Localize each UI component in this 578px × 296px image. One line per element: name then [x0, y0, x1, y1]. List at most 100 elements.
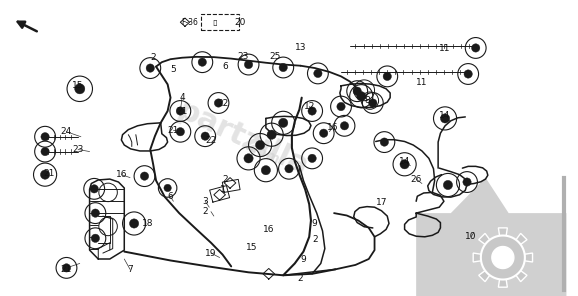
Text: 2: 2 — [202, 207, 208, 216]
Text: 21: 21 — [61, 265, 72, 274]
Text: 21: 21 — [176, 107, 188, 115]
Text: 23: 23 — [72, 145, 84, 154]
Circle shape — [198, 58, 206, 66]
Text: 11: 11 — [439, 44, 451, 53]
Text: 8: 8 — [364, 96, 370, 105]
Text: 4: 4 — [179, 93, 185, 102]
Text: 3: 3 — [202, 197, 208, 206]
Polygon shape — [481, 236, 525, 279]
Text: 19: 19 — [205, 249, 217, 258]
Circle shape — [285, 165, 293, 173]
Circle shape — [41, 133, 49, 141]
Circle shape — [261, 165, 271, 175]
Text: 6: 6 — [168, 192, 173, 201]
Circle shape — [464, 70, 472, 78]
Text: 2: 2 — [312, 235, 318, 244]
Polygon shape — [516, 233, 527, 244]
Text: 13: 13 — [295, 43, 306, 52]
Text: 7: 7 — [127, 265, 133, 274]
Polygon shape — [498, 228, 507, 236]
Circle shape — [472, 44, 480, 52]
Text: 14: 14 — [439, 111, 451, 120]
Circle shape — [176, 107, 184, 115]
Circle shape — [400, 160, 409, 169]
Circle shape — [320, 129, 328, 137]
Circle shape — [443, 180, 453, 190]
Circle shape — [244, 154, 253, 163]
Circle shape — [353, 87, 361, 95]
Text: 26: 26 — [410, 175, 422, 184]
Text: 21: 21 — [168, 126, 179, 135]
Circle shape — [129, 219, 139, 228]
Circle shape — [90, 185, 98, 193]
Circle shape — [383, 72, 391, 81]
Text: 2: 2 — [298, 274, 303, 283]
Circle shape — [314, 69, 322, 78]
Circle shape — [267, 130, 276, 139]
Circle shape — [340, 122, 349, 130]
Circle shape — [41, 147, 49, 156]
Circle shape — [337, 102, 345, 111]
Text: 9: 9 — [301, 255, 306, 263]
Text: 23: 23 — [237, 52, 249, 61]
Polygon shape — [516, 271, 527, 282]
Circle shape — [244, 60, 253, 69]
Circle shape — [255, 140, 265, 150]
Polygon shape — [473, 253, 481, 262]
Circle shape — [40, 170, 50, 179]
Polygon shape — [525, 253, 532, 262]
Circle shape — [380, 138, 388, 146]
Circle shape — [279, 63, 287, 72]
Text: 18: 18 — [142, 219, 153, 228]
Polygon shape — [492, 247, 514, 268]
Circle shape — [308, 107, 316, 115]
Text: 22: 22 — [205, 136, 217, 145]
Text: 9: 9 — [311, 219, 317, 228]
Text: 2: 2 — [223, 175, 228, 184]
Text: 24: 24 — [61, 127, 72, 136]
Circle shape — [440, 114, 450, 123]
Circle shape — [308, 154, 316, 163]
Text: 17: 17 — [376, 198, 387, 207]
Circle shape — [91, 234, 99, 242]
Circle shape — [463, 178, 471, 186]
Circle shape — [75, 84, 85, 94]
Circle shape — [369, 99, 377, 107]
Circle shape — [201, 132, 209, 140]
Text: 10: 10 — [465, 232, 477, 241]
Circle shape — [176, 128, 184, 136]
Text: 20: 20 — [234, 18, 246, 27]
Text: 15: 15 — [72, 81, 84, 90]
Circle shape — [91, 209, 99, 217]
Text: 16: 16 — [327, 123, 338, 132]
Circle shape — [146, 64, 154, 72]
Text: 14: 14 — [399, 157, 410, 166]
Text: partzilla: partzilla — [172, 96, 313, 182]
Text: 6: 6 — [223, 62, 228, 71]
Circle shape — [357, 91, 366, 101]
Text: 21: 21 — [43, 169, 55, 178]
Text: 12: 12 — [303, 102, 315, 111]
Polygon shape — [498, 279, 507, 287]
Text: 16: 16 — [116, 170, 127, 179]
Text: 15: 15 — [246, 243, 257, 252]
Text: ▯: ▯ — [213, 18, 217, 27]
Text: 1: 1 — [220, 185, 225, 194]
Text: F-36: F-36 — [181, 18, 198, 27]
Bar — [201, 14, 239, 30]
Circle shape — [279, 118, 288, 128]
Text: 16: 16 — [263, 225, 275, 234]
Polygon shape — [416, 178, 566, 296]
Text: 5: 5 — [171, 65, 176, 74]
Polygon shape — [479, 233, 490, 244]
Circle shape — [62, 264, 71, 272]
Text: 22: 22 — [217, 99, 228, 108]
Text: 2: 2 — [150, 53, 156, 62]
Text: 11: 11 — [416, 78, 428, 87]
Text: .com: .com — [243, 139, 283, 168]
Polygon shape — [479, 271, 490, 282]
Text: 25: 25 — [269, 52, 280, 61]
Circle shape — [164, 184, 171, 192]
Circle shape — [140, 172, 149, 180]
Circle shape — [214, 99, 223, 107]
